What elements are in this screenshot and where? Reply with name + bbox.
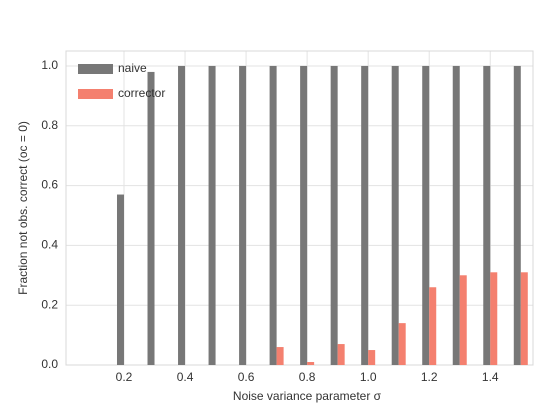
- bar: [483, 65, 491, 365]
- bar: [307, 362, 315, 365]
- y-tick-label: 0.4: [41, 238, 58, 252]
- bar: [239, 65, 247, 365]
- bar: [116, 194, 124, 365]
- y-tick-label: 0.0: [41, 357, 58, 371]
- y-tick-label: 0.8: [41, 118, 58, 132]
- bar: [269, 65, 277, 365]
- x-tick-label: 0.8: [299, 370, 316, 384]
- legend-label: corrector: [118, 86, 165, 100]
- bar: [330, 65, 338, 365]
- x-tick-label: 0.2: [116, 370, 133, 384]
- bar: [300, 65, 308, 365]
- bar: [391, 65, 399, 365]
- x-axis-label: Noise variance parameter σ: [233, 389, 382, 403]
- bar: [368, 350, 376, 365]
- bar: [429, 287, 437, 365]
- legend-label: naive: [118, 61, 147, 75]
- x-tick-label: 1.4: [482, 370, 499, 384]
- bar: [147, 71, 155, 365]
- plot-frame: [65, 50, 534, 366]
- bar: [337, 344, 345, 365]
- y-tick-label: 1.0: [41, 58, 58, 72]
- legend-swatch: [78, 64, 113, 74]
- y-tick-label: 0.6: [41, 178, 58, 192]
- bar: [361, 65, 369, 365]
- bar: [490, 272, 498, 365]
- x-tick-label: 0.6: [238, 370, 255, 384]
- bar: [513, 65, 521, 365]
- bar: [276, 347, 284, 365]
- x-tick-label: 1.0: [360, 370, 377, 384]
- bar: [398, 323, 406, 365]
- bar: [520, 272, 528, 365]
- x-tick-label: 0.4: [177, 370, 194, 384]
- bar: [452, 65, 460, 365]
- y-tick-label: 0.2: [41, 297, 58, 311]
- y-axis-label: Fraction not obs. correct (oc = 0): [16, 121, 30, 295]
- bar: [422, 65, 430, 365]
- bar: [178, 65, 186, 365]
- bar: [459, 275, 467, 365]
- bar: [208, 65, 216, 365]
- x-tick-label: 1.2: [421, 370, 438, 384]
- legend-swatch: [78, 89, 113, 99]
